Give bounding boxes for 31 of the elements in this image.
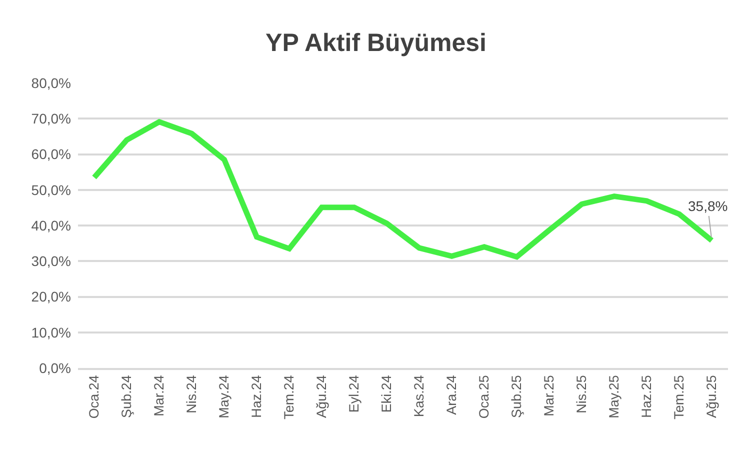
x-tick-label: Oca.25 (476, 375, 492, 419)
x-tick-label: Eyl.24 (346, 374, 362, 413)
y-tick-label: 0,0% (39, 360, 71, 376)
y-tick-label: 70,0% (31, 110, 71, 127)
x-tick-label: Ağu.25 (704, 375, 720, 418)
x-tick-label: Nis.25 (574, 375, 590, 414)
x-tick-label: Mar.24 (152, 374, 167, 416)
y-tick-label: 40,0% (31, 217, 71, 234)
data-label: 35,8% (688, 198, 728, 214)
y-tick-label: 30,0% (31, 253, 71, 270)
x-tick-label: Haz.24 (249, 374, 264, 418)
x-tick-label: Şub.24 (119, 374, 134, 418)
y-tick-label: 50,0% (31, 182, 71, 198)
y-tick-label: 80,0% (31, 74, 71, 91)
x-tick-label: Tem.24 (282, 374, 297, 420)
x-tick-label: Ara.24 (444, 374, 460, 415)
x-tick-label: Haz.25 (639, 375, 654, 418)
x-tick-label: Tem.25 (672, 375, 687, 420)
x-tick-label: Kas.24 (412, 374, 427, 418)
x-tick-label: Eki.24 (379, 374, 394, 413)
x-tick-label: May.25 (606, 375, 622, 418)
chart-title: YP Aktif Büyümesi (266, 28, 486, 57)
x-tick-label: Nis.24 (184, 374, 200, 414)
y-tick-label: 60,0% (31, 146, 71, 162)
x-tick-label: Ağu.24 (314, 374, 330, 418)
x-tick-label: Mar.25 (542, 375, 557, 416)
y-tick-label: 10,0% (31, 324, 71, 340)
x-tick-label: May.24 (216, 374, 232, 418)
y-tick-label: 20,0% (31, 288, 71, 305)
x-tick-label: Şub.25 (509, 375, 524, 418)
x-tick-label: Oca.24 (86, 374, 102, 419)
